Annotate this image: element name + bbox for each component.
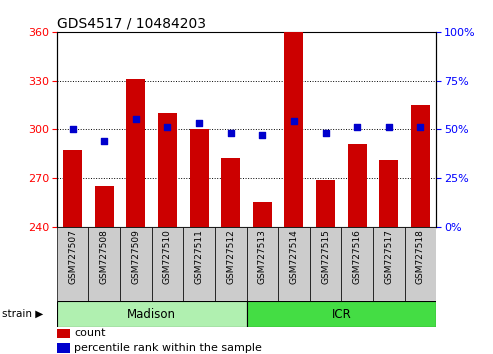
Point <box>227 130 235 136</box>
Bar <box>310 227 341 301</box>
Bar <box>348 144 367 227</box>
Point <box>195 120 203 126</box>
Bar <box>380 160 398 227</box>
Point <box>385 125 393 130</box>
Bar <box>120 227 152 301</box>
Bar <box>63 150 82 227</box>
Text: GSM727508: GSM727508 <box>100 229 108 284</box>
Point <box>69 126 76 132</box>
Text: strain ▶: strain ▶ <box>2 309 44 319</box>
Text: GSM727511: GSM727511 <box>195 229 204 284</box>
Bar <box>246 301 436 327</box>
Text: GSM727515: GSM727515 <box>321 229 330 284</box>
Text: ICR: ICR <box>331 308 352 321</box>
Point <box>132 117 140 122</box>
Text: GDS4517 / 10484203: GDS4517 / 10484203 <box>57 17 206 31</box>
Bar <box>373 227 405 301</box>
Bar <box>183 227 215 301</box>
Bar <box>221 159 240 227</box>
Text: GSM727514: GSM727514 <box>289 229 298 284</box>
Bar <box>278 227 310 301</box>
Bar <box>88 227 120 301</box>
Bar <box>126 79 145 227</box>
Text: GSM727513: GSM727513 <box>258 229 267 284</box>
Text: count: count <box>74 328 106 338</box>
Bar <box>341 227 373 301</box>
Text: GSM727507: GSM727507 <box>68 229 77 284</box>
Point <box>258 132 266 138</box>
Text: percentile rank within the sample: percentile rank within the sample <box>74 343 262 353</box>
Point <box>100 138 108 144</box>
Bar <box>57 301 246 327</box>
Text: GSM727510: GSM727510 <box>163 229 172 284</box>
Bar <box>57 343 70 353</box>
Point <box>290 119 298 124</box>
Bar <box>158 113 177 227</box>
Point <box>353 125 361 130</box>
Bar <box>253 202 272 227</box>
Point <box>321 130 329 136</box>
Text: GSM727518: GSM727518 <box>416 229 425 284</box>
Bar <box>95 186 113 227</box>
Text: GSM727516: GSM727516 <box>352 229 362 284</box>
Point <box>164 125 172 130</box>
Point <box>417 125 424 130</box>
Bar <box>411 105 430 227</box>
Bar <box>57 329 70 338</box>
Bar <box>189 129 209 227</box>
Bar <box>152 227 183 301</box>
Bar <box>57 227 88 301</box>
Text: GSM727509: GSM727509 <box>131 229 141 284</box>
Text: Madison: Madison <box>127 308 176 321</box>
Bar <box>405 227 436 301</box>
Bar <box>215 227 246 301</box>
Text: GSM727517: GSM727517 <box>385 229 393 284</box>
Text: GSM727512: GSM727512 <box>226 229 235 284</box>
Bar <box>246 227 278 301</box>
Bar <box>316 179 335 227</box>
Bar <box>284 32 304 227</box>
